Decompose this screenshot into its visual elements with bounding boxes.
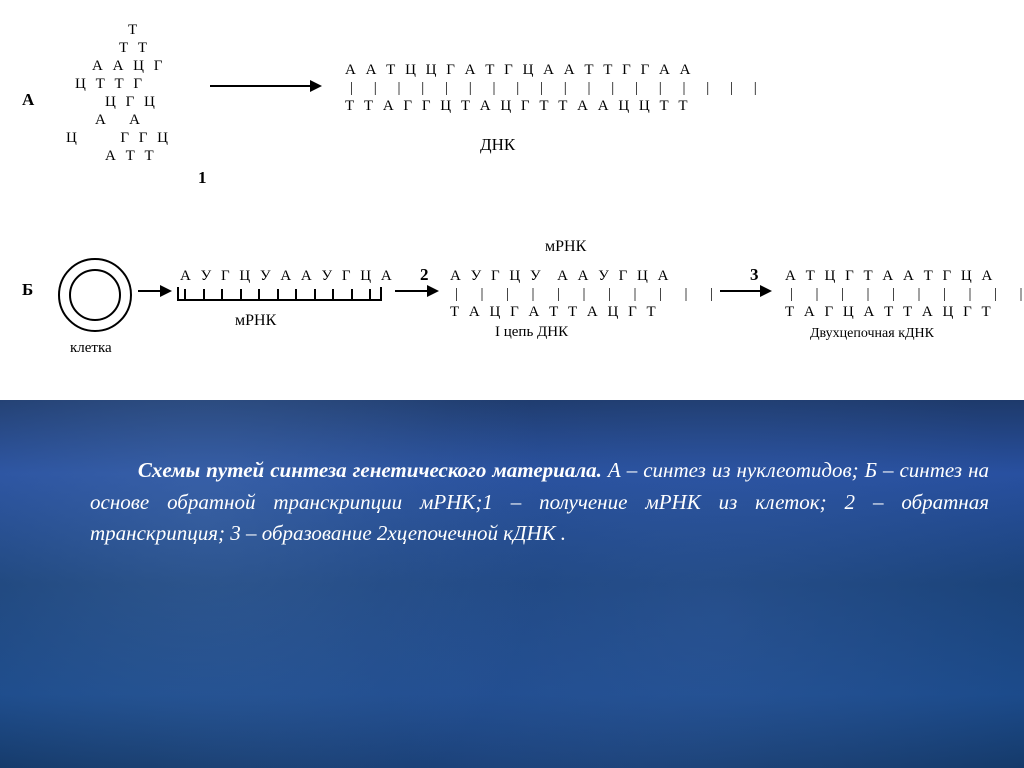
mrna-tick-marks: [184, 289, 388, 299]
caption-panel: Схемы путей синтеза генетического матери…: [0, 400, 1024, 768]
ds-cdna-label: Двухцепочная кДНК: [810, 326, 934, 342]
ds-top: А Т Ц Г Т А А Т Г Ц А: [785, 268, 995, 285]
label-b: Б: [22, 280, 33, 300]
mrna-bottom-label: мРНК: [235, 312, 276, 330]
cell-label: клетка: [70, 340, 112, 357]
mrna-baseline: [177, 299, 382, 301]
hybrid-ticks: | | | | | | | | | | |: [455, 286, 718, 303]
mrna-seq: А У Г Ц У А А У Г Ц А: [180, 268, 395, 285]
mrna-top-label: мРНК: [545, 238, 586, 256]
blob-row: Ц Г Ц: [105, 94, 158, 111]
arrow-a: [210, 85, 320, 87]
blob-row: Ц Г Г Ц: [66, 130, 171, 147]
blob-row: Ц Т Т Г: [75, 76, 145, 93]
label-a: А: [22, 90, 34, 110]
caption-title: Схемы путей синтеза генетического матери…: [138, 458, 602, 482]
dna-bot-strand: Т Т А Г Г Ц Т А Ц Г Т Т А А Ц Ц Т Т: [345, 98, 691, 115]
ds-ticks: | | | | | | | | | | |: [790, 286, 1024, 303]
dna-top-strand: А А Т Ц Ц Г А Т Г Ц А А Т Т Г Г А А: [345, 62, 693, 79]
blob-row: Т Т: [119, 40, 150, 57]
hybrid-bot: Т А Ц Г А Т Т А Ц Г Т: [450, 304, 659, 321]
step-2-label: 2: [420, 265, 429, 285]
ds-bot: Т А Г Ц А Т Т А Ц Г Т: [785, 304, 994, 321]
diagram-area: А Б ТТ ТА А Ц ГЦ Т Т ГЦ Г ЦА АЦ Г Г ЦА Т…: [0, 0, 1024, 400]
chain1-label: I цепь ДНК: [495, 324, 568, 341]
dna-label: ДНК: [480, 135, 515, 155]
step-1-label: 1: [198, 168, 207, 188]
dna-ticks: | | | | | | | | | | | | | | | | | |: [350, 80, 765, 97]
arrow-step-2: [395, 290, 437, 292]
step-3-label: 3: [750, 265, 759, 285]
arrow-step-3: [720, 290, 770, 292]
blob-row: А Т Т: [105, 148, 157, 165]
cell-inner-circle: [69, 269, 121, 321]
arrow-cell-to-mrna: [138, 290, 170, 292]
hybrid-top: А У Г Ц У А А У Г Ц А: [450, 268, 671, 285]
blob-row: Т: [128, 22, 140, 39]
caption-text: Схемы путей синтеза генетического матери…: [90, 455, 989, 550]
blob-row: А А Ц Г: [92, 58, 165, 75]
blob-row: А А: [95, 112, 143, 129]
